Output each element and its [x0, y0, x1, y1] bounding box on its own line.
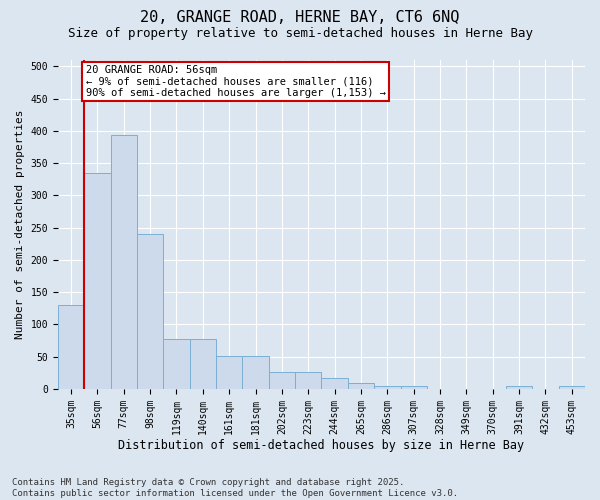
- Text: 20 GRANGE ROAD: 56sqm
← 9% of semi-detached houses are smaller (116)
90% of semi: 20 GRANGE ROAD: 56sqm ← 9% of semi-detac…: [86, 65, 386, 98]
- Bar: [374, 386, 401, 389]
- Bar: [269, 372, 295, 389]
- X-axis label: Distribution of semi-detached houses by size in Herne Bay: Distribution of semi-detached houses by …: [118, 440, 524, 452]
- Bar: [401, 386, 427, 389]
- Text: 20, GRANGE ROAD, HERNE BAY, CT6 6NQ: 20, GRANGE ROAD, HERNE BAY, CT6 6NQ: [140, 10, 460, 25]
- Bar: [506, 386, 532, 389]
- Bar: [110, 136, 137, 389]
- Bar: [190, 338, 216, 389]
- Bar: [322, 378, 348, 389]
- Bar: [242, 356, 269, 389]
- Bar: [163, 338, 190, 389]
- Bar: [84, 173, 110, 389]
- Y-axis label: Number of semi-detached properties: Number of semi-detached properties: [15, 110, 25, 339]
- Bar: [58, 305, 84, 389]
- Bar: [348, 382, 374, 389]
- Bar: [559, 386, 585, 389]
- Bar: [295, 372, 322, 389]
- Bar: [137, 234, 163, 389]
- Text: Contains HM Land Registry data © Crown copyright and database right 2025.
Contai: Contains HM Land Registry data © Crown c…: [12, 478, 458, 498]
- Text: Size of property relative to semi-detached houses in Herne Bay: Size of property relative to semi-detach…: [67, 28, 533, 40]
- Bar: [216, 356, 242, 389]
